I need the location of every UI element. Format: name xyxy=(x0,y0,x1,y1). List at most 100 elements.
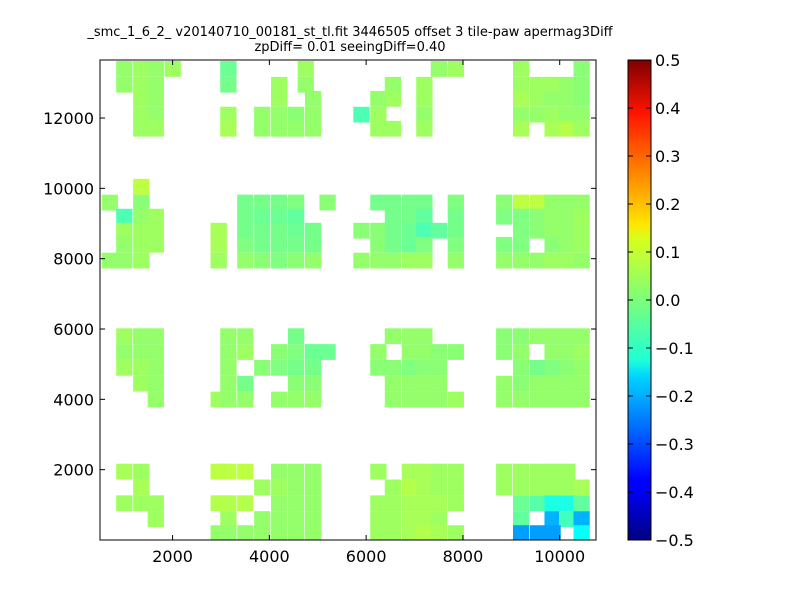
heatmap-cell xyxy=(513,511,530,527)
heatmap-cell xyxy=(304,375,322,392)
heatmap-cell xyxy=(496,463,513,480)
heatmap-cell xyxy=(529,208,547,225)
colorbar-tick-label: 0.2 xyxy=(655,195,680,214)
heatmap-cell xyxy=(544,344,561,360)
heatmap-cell xyxy=(513,252,530,269)
heatmap-cell xyxy=(370,463,387,480)
heatmap-cell xyxy=(147,236,164,253)
x-tick-label: 10000 xyxy=(534,547,585,566)
heatmap-cell xyxy=(384,236,402,253)
heatmap-cell xyxy=(116,463,133,480)
heatmap-cell xyxy=(147,375,164,392)
title-line-1: _smc_1_6_2_ v20140710_00181_st_tl.fit 34… xyxy=(87,25,613,40)
heatmap-cell xyxy=(573,106,590,123)
heatmap-cell xyxy=(573,252,590,269)
heatmap-cell xyxy=(513,375,530,392)
heatmap-cell xyxy=(447,391,464,408)
heatmap-cell xyxy=(271,344,288,360)
heatmap-cell xyxy=(573,344,590,360)
heatmap-cell xyxy=(573,76,590,93)
heatmap-cell xyxy=(447,236,464,253)
heatmap-cell xyxy=(101,252,118,269)
heatmap-cell xyxy=(384,252,402,269)
heatmap-cell xyxy=(370,236,387,253)
heatmap-cells xyxy=(101,61,590,541)
heatmap-cell xyxy=(416,194,433,211)
heatmap-cell xyxy=(370,511,387,527)
heatmap-cell xyxy=(416,106,433,123)
heatmap-cell xyxy=(384,90,402,107)
heatmap-cell xyxy=(529,375,547,392)
heatmap-cell xyxy=(147,222,164,239)
heatmap-cell xyxy=(558,495,576,512)
colorbar-tick-label: 0.0 xyxy=(655,291,680,310)
heatmap-cell xyxy=(370,252,387,269)
heatmap-cell xyxy=(544,463,561,480)
heatmap-cell xyxy=(133,120,150,137)
heatmap-cell xyxy=(370,525,387,541)
heatmap-cell xyxy=(416,511,433,527)
colorbar-tick-label: −0.4 xyxy=(655,483,694,502)
heatmap-cell xyxy=(133,222,150,239)
heatmap-cell xyxy=(416,344,433,360)
colorbar-tick-label: 0.3 xyxy=(655,147,680,166)
heatmap-cell xyxy=(401,375,418,392)
heatmap-cell xyxy=(558,120,576,137)
heatmap-cell xyxy=(544,479,561,496)
heatmap-cell xyxy=(133,76,150,93)
heatmap-cell xyxy=(384,359,402,376)
heatmap-cell xyxy=(573,479,590,496)
heatmap-cell xyxy=(544,194,561,211)
heatmap-cell xyxy=(220,344,237,360)
heatmap-cell xyxy=(237,495,254,512)
heatmap-cell xyxy=(370,120,387,137)
heatmap-cell xyxy=(513,120,530,137)
heatmap-cell xyxy=(529,391,547,408)
heatmap-cell xyxy=(384,194,402,211)
heatmap-cell xyxy=(271,120,288,137)
heatmap-cell xyxy=(133,463,150,480)
heatmap-cell xyxy=(430,222,448,239)
heatmap-cell xyxy=(116,208,133,225)
heatmap-cell xyxy=(496,208,513,225)
heatmap-cell xyxy=(304,90,322,107)
heatmap-cell xyxy=(544,359,561,376)
heatmap-cell xyxy=(496,479,513,496)
heatmap-cell xyxy=(254,120,271,137)
heatmap-cell xyxy=(116,252,133,269)
heatmap-cell xyxy=(430,525,448,541)
colorbar-tick-label: −0.5 xyxy=(655,531,694,550)
heatmap-cell xyxy=(558,463,576,480)
heatmap-cell xyxy=(430,391,448,408)
heatmap-cell xyxy=(304,525,322,541)
heatmap-cell xyxy=(147,90,164,107)
heatmap-cell xyxy=(529,90,547,107)
heatmap-cell xyxy=(496,252,513,269)
heatmap-cell xyxy=(353,222,370,239)
heatmap-cell xyxy=(237,344,254,360)
heatmap-cell xyxy=(384,479,402,496)
heatmap-cell xyxy=(287,106,305,123)
heatmap-cell xyxy=(237,328,254,345)
heatmap-cell xyxy=(287,359,305,376)
heatmap-cell xyxy=(116,359,133,376)
heatmap-cell xyxy=(401,495,418,512)
heatmap-cell xyxy=(319,194,336,211)
heatmap-cell xyxy=(254,479,271,496)
colorbar-tick-label: −0.2 xyxy=(655,387,694,406)
heatmap-cell xyxy=(416,90,433,107)
heatmap-cell xyxy=(116,76,133,93)
heatmap-cell xyxy=(237,222,254,239)
colorbar-tick-label: 0.1 xyxy=(655,243,680,262)
title-line-2: zpDiff= 0.01 seeingDiff=0.40 xyxy=(254,40,446,55)
heatmap-cell xyxy=(254,194,271,211)
heatmap-cell xyxy=(384,208,402,225)
heatmap-cell xyxy=(529,479,547,496)
heatmap-cell xyxy=(304,252,322,269)
heatmap-cell xyxy=(544,208,561,225)
heatmap-cell xyxy=(384,76,402,93)
heatmap-cell xyxy=(297,61,314,77)
heatmap-cell xyxy=(401,463,418,480)
heatmap-cell xyxy=(529,359,547,376)
heatmap-cell xyxy=(287,208,305,225)
